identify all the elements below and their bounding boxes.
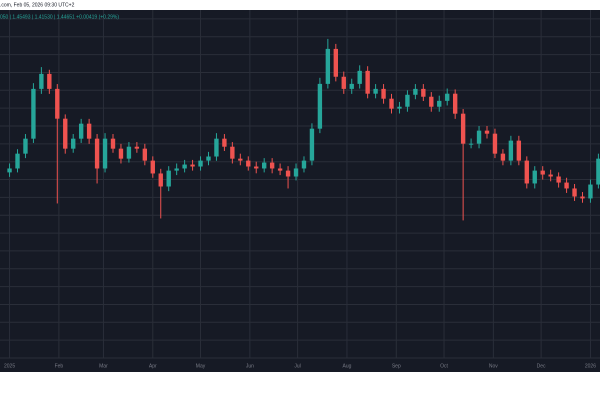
- candle-body: [532, 170, 537, 184]
- candle-body: [55, 88, 60, 119]
- candle-body: [548, 174, 553, 177]
- candle-body: [484, 130, 490, 134]
- candle-body: [206, 156, 211, 161]
- candle-body: [71, 138, 76, 149]
- candle-body: [230, 146, 235, 159]
- x-tick-label: 2026: [585, 363, 596, 369]
- candle-body: [15, 153, 20, 169]
- candle-body: [397, 106, 402, 109]
- candle-body: [452, 93, 458, 114]
- candle-body: [94, 138, 100, 169]
- x-tick-label: Oct: [440, 363, 448, 369]
- ohlc-legend: 050 | 1.45493 | 1.41530 | 1.44651 +0.004…: [0, 14, 119, 20]
- candle-body: [556, 176, 561, 183]
- candle-body: [23, 138, 28, 154]
- candle-body: [190, 164, 195, 167]
- x-axis: 2025 Feb Mar Apr May Jun Jul Aug Sep Oct Nov Dec 202…: [4, 363, 596, 369]
- candle-body: [373, 88, 378, 94]
- candle-body: [325, 48, 331, 84]
- candle-body: [285, 170, 291, 177]
- candle-body: [429, 96, 434, 107]
- candle-body: [269, 162, 275, 169]
- candle-body: [309, 128, 315, 161]
- candle-body: [182, 164, 187, 169]
- candle-body: [158, 173, 163, 187]
- x-tick-label: Sep: [392, 363, 401, 369]
- candle-body: [460, 113, 466, 144]
- candle-body: [437, 100, 442, 107]
- candle-body: [198, 160, 203, 167]
- candle-body: [47, 73, 52, 89]
- candle-body: [214, 138, 219, 157]
- candle-body: [524, 160, 529, 184]
- candle-body: [580, 196, 585, 199]
- candle-body: [238, 158, 243, 161]
- x-tick-label: Jul: [294, 363, 300, 369]
- candle-body: [31, 88, 36, 139]
- candle-body: [508, 140, 514, 161]
- candle-body: [413, 88, 418, 95]
- candle-body: [246, 160, 251, 167]
- candle-body: [166, 170, 171, 187]
- candle-body: [341, 76, 346, 89]
- x-tick-label: Apr: [149, 363, 157, 369]
- grid: [0, 10, 600, 359]
- candle-body: [317, 83, 323, 129]
- x-tick-label: May: [196, 363, 206, 369]
- candle-body: [365, 70, 370, 94]
- candle-body: [7, 168, 12, 173]
- candle-body: [277, 168, 283, 171]
- x-tick-label: Jun: [246, 363, 254, 369]
- candle-body: [468, 143, 474, 145]
- candle-body: [39, 73, 44, 89]
- candle-body: [357, 70, 362, 84]
- candle-body: [381, 88, 386, 99]
- candles: [7, 38, 600, 221]
- candle-body: [86, 123, 92, 139]
- candle-body: [540, 170, 545, 175]
- chart-title: .com, Feb 05, 2026 09:30 UTC+2: [0, 2, 75, 8]
- candle-body: [389, 98, 394, 109]
- x-tick-label: Nov: [489, 363, 498, 369]
- candle-body: [118, 148, 124, 159]
- candle-body: [174, 168, 179, 171]
- candle-body: [405, 94, 410, 107]
- candle-body: [126, 146, 132, 159]
- candle-body: [572, 188, 577, 197]
- candle-body: [78, 123, 84, 139]
- candle-body: [500, 153, 506, 161]
- candle-body: [476, 130, 482, 144]
- x-tick-label: Aug: [342, 363, 351, 369]
- candle-body: [349, 83, 354, 89]
- candle-body: [564, 182, 569, 189]
- candle-body: [102, 138, 108, 169]
- x-tick-label: 2025: [4, 363, 15, 369]
- candle-body: [110, 138, 116, 149]
- candle-body: [333, 48, 338, 77]
- candle-body: [293, 168, 299, 177]
- candle-body: [516, 140, 522, 161]
- candle-body: [596, 158, 600, 185]
- candle-body: [222, 138, 227, 147]
- candle-body: [63, 118, 68, 149]
- candle-body: [421, 88, 426, 97]
- candle-body: [301, 160, 307, 169]
- x-tick-label: Feb: [55, 363, 64, 369]
- candle-body: [492, 133, 498, 154]
- candle-body: [254, 166, 259, 169]
- candle-body: [445, 93, 450, 101]
- x-tick-label: Mar: [99, 363, 108, 369]
- candle-body: [134, 146, 140, 149]
- candle-body: [262, 162, 267, 169]
- candle-body: [150, 160, 155, 174]
- candle-body: [142, 148, 148, 161]
- x-tick-label: Dec: [537, 363, 546, 369]
- candle-body: [588, 184, 593, 199]
- plot-background: [0, 10, 600, 372]
